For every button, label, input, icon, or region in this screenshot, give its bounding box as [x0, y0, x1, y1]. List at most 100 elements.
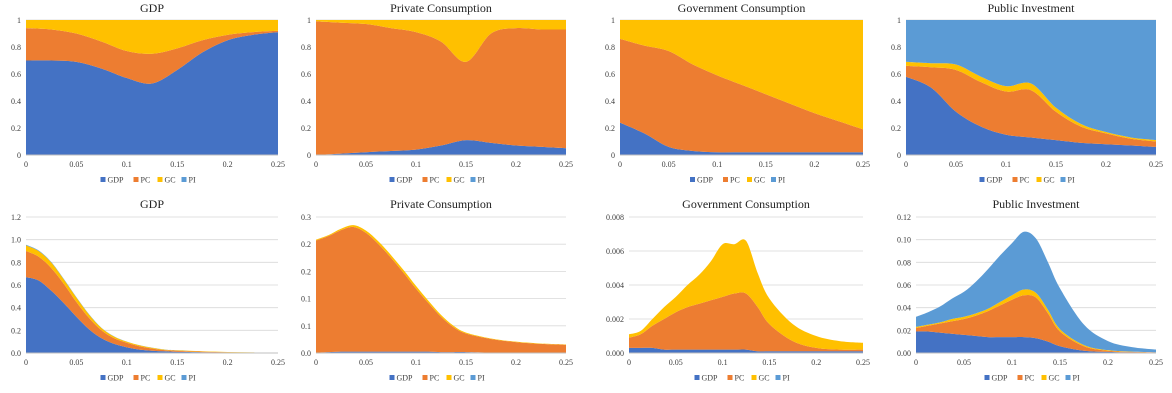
chart-panel-1: GDP 0 0.2 0.4 0.6 0.8 1 0 0.05 0.1 0.15 0.2 0.25 GDP P… [0, 0, 290, 196]
x-tick-label: 0.25 [1149, 160, 1163, 169]
y-tick-label: 0.02 [897, 326, 911, 335]
y-tick-label: 0.00 [897, 349, 911, 358]
x-tick-label: 0.1 [122, 160, 132, 169]
area-series-gdp [620, 122, 863, 155]
area-series-gc [629, 239, 863, 350]
chart-title: Government Consumption [682, 197, 810, 211]
y-tick-label: 0.2 [891, 124, 901, 133]
chart-title: GDP [140, 1, 164, 15]
legend-label-pi: PI [1073, 374, 1080, 383]
x-tick-label: 0.15 [1049, 160, 1063, 169]
legend-label-pc: PC [1020, 176, 1030, 185]
y-tick-label: 0.0 [301, 349, 311, 358]
legend-swatch-gc [157, 375, 163, 380]
legend-swatch-pc [1017, 375, 1023, 380]
legend-label-gc: GC [759, 374, 770, 383]
x-tick-label: 0.1 [712, 160, 722, 169]
y-tick-label: 0.12 [897, 213, 911, 222]
x-tick-label: 0.25 [559, 160, 573, 169]
y-tick-label: 0.2 [301, 240, 311, 249]
legend-label-pi: PI [783, 374, 790, 383]
legend-swatch-gc [1041, 375, 1047, 380]
area-series-pc [316, 226, 566, 353]
y-tick-label: 1.0 [11, 236, 21, 245]
legend-swatch-pc [133, 177, 139, 182]
y-tick-label: 0.4 [891, 97, 901, 106]
x-tick-label: 0 [914, 358, 918, 367]
legend-label-gc: GC [754, 176, 765, 185]
y-tick-label: 0.000 [606, 349, 624, 358]
y-tick-label: 0.8 [891, 43, 901, 52]
y-tick-label: 0.6 [11, 70, 21, 79]
area-series-pc [620, 38, 863, 153]
chart-title: Private Consumption [390, 1, 492, 15]
x-tick-label: 0.15 [1053, 358, 1067, 367]
area-series-gdp [916, 331, 1156, 353]
x-tick-label: 0.05 [359, 160, 373, 169]
y-tick-label: 0.004 [606, 281, 624, 290]
chart-svg: Private Consumption 0 0.2 0.4 0.6 0.8 1 0 0.05 0.… [301, 1, 573, 185]
x-tick-label: 0.1 [1001, 160, 1011, 169]
x-tick-label: 0.15 [459, 160, 473, 169]
legend-swatch-pi [470, 375, 476, 380]
legend-swatch-pi [181, 375, 187, 380]
legend-label-gc: GC [165, 374, 176, 383]
x-tick-label: 0.15 [170, 160, 184, 169]
area-series-pc [316, 21, 566, 155]
legend-swatch-gc [446, 375, 452, 380]
legend-label-pc: PC [730, 176, 740, 185]
y-tick-label: 1 [611, 16, 615, 25]
legend-label-gdp: GDP [697, 176, 714, 185]
area-series-gdp [26, 277, 278, 353]
x-tick-label: 0.05 [662, 160, 676, 169]
x-tick-label: 0.1 [411, 358, 421, 367]
legend-label-pi: PI [478, 176, 485, 185]
legend-label-gdp: GDP [702, 374, 719, 383]
x-tick-label: 0.1 [718, 358, 728, 367]
y-tick-label: 0.4 [301, 97, 311, 106]
x-tick-label: 0.25 [856, 358, 870, 367]
x-tick-label: 0 [314, 358, 318, 367]
area-series-gdp [629, 347, 863, 353]
x-tick-label: 0.1 [1007, 358, 1017, 367]
x-tick-label: 0.05 [669, 358, 683, 367]
area-series-gc [316, 20, 566, 62]
x-tick-label: 0.05 [949, 160, 963, 169]
x-tick-label: 0.15 [459, 358, 473, 367]
chart-panel-7: Government Consumption 0.000 0.002 0.004 0.0… [583, 196, 876, 393]
chart-title: Private Consumption [390, 197, 492, 211]
chart-panel-3: Government Consumption 0 0.2 0.4 0.6 0.8 1 0 0.0… [583, 0, 876, 196]
legend-label-pc: PC [430, 374, 440, 383]
y-tick-label: 0.8 [11, 258, 21, 267]
chart-svg: Government Consumption 0 0.2 0.4 0.6 0.8 1 0 0.0… [605, 1, 870, 185]
area-series-pc [26, 28, 278, 84]
legend-swatch-pc [133, 375, 139, 380]
chart-svg: Public Investment 0 0.2 0.4 0.6 0.8 1 0 0.05 0.1 0… [891, 1, 1163, 185]
legend-swatch-gdp [389, 177, 395, 182]
y-tick-label: 0.4 [11, 304, 21, 313]
x-tick-label: 0 [24, 358, 28, 367]
y-tick-label: 0.8 [605, 43, 615, 52]
legend-label-pc: PC [735, 374, 745, 383]
y-tick-label: 0.002 [606, 315, 624, 324]
y-tick-label: 1 [897, 16, 901, 25]
x-tick-label: 0.25 [856, 160, 870, 169]
chart-svg: GDP 0 0.2 0.4 0.6 0.8 1 0 0.05 0.1 0.15 0.2 0.25 GDP P… [11, 1, 285, 185]
legend-label-gdp: GDP [397, 374, 414, 383]
x-tick-label: 0.15 [170, 358, 184, 367]
legend-label-gc: GC [1044, 176, 1055, 185]
x-tick-label: 0.2 [511, 358, 521, 367]
area-series-gc [620, 20, 863, 130]
legend-label-pi: PI [778, 176, 785, 185]
x-tick-label: 0.2 [223, 358, 233, 367]
legend-label-pi: PI [1068, 176, 1075, 185]
y-tick-label: 0.2 [301, 267, 311, 276]
y-tick-label: 0.04 [897, 304, 911, 313]
legend-label-gc: GC [454, 374, 465, 383]
legend-swatch-gdp [100, 375, 106, 380]
legend-label-gdp: GDP [108, 176, 125, 185]
y-tick-label: 0.8 [11, 43, 21, 52]
x-tick-label: 0.1 [122, 358, 132, 367]
legend-swatch-gdp [389, 375, 395, 380]
